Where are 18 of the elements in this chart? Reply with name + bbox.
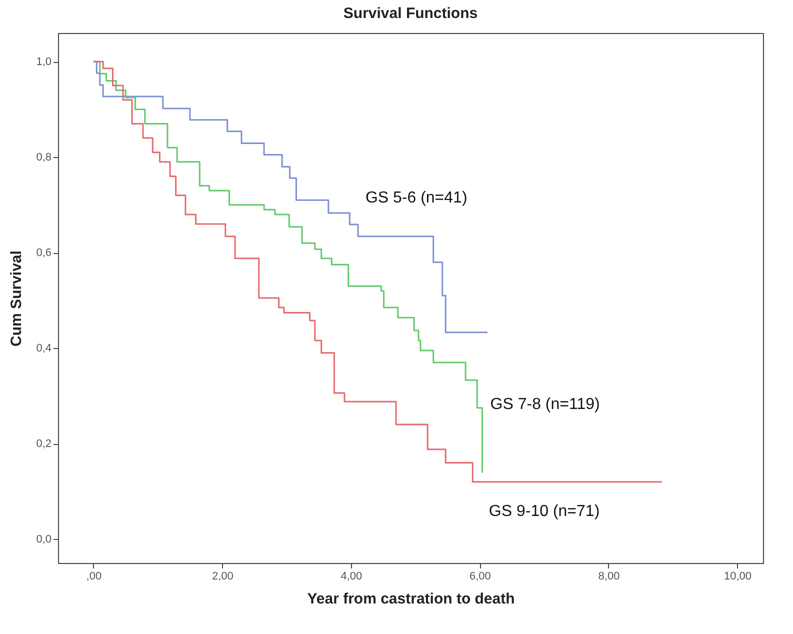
y-tick-label: 0,4 xyxy=(36,342,52,355)
x-tick-label: 8,00 xyxy=(598,570,620,582)
x-tick-label: 10,00 xyxy=(724,570,752,582)
x-tick-label: 2,00 xyxy=(212,570,234,582)
y-tick-label: 0,6 xyxy=(36,247,52,260)
x-tick-label: 6,00 xyxy=(470,570,491,582)
series-label: GS 7-8 (n=119) xyxy=(490,396,600,413)
y-axis-title: Cum Survival xyxy=(8,250,26,346)
x-tick-label: 4,00 xyxy=(340,570,362,582)
y-tick-label: 0,2 xyxy=(36,438,52,450)
x-axis-title: Year from castration to death xyxy=(307,590,515,608)
y-tick-label: 1,0 xyxy=(36,56,52,68)
y-tick-label: 0,8 xyxy=(36,152,52,164)
x-tick-label: ,00 xyxy=(86,570,102,582)
series-label: GS 5-6 (n=41) xyxy=(365,189,468,206)
chart-title: Survival Functions xyxy=(343,5,478,22)
series-label: GS 9-10 (n=71) xyxy=(488,502,600,520)
y-tick-label: 0,0 xyxy=(36,534,52,546)
